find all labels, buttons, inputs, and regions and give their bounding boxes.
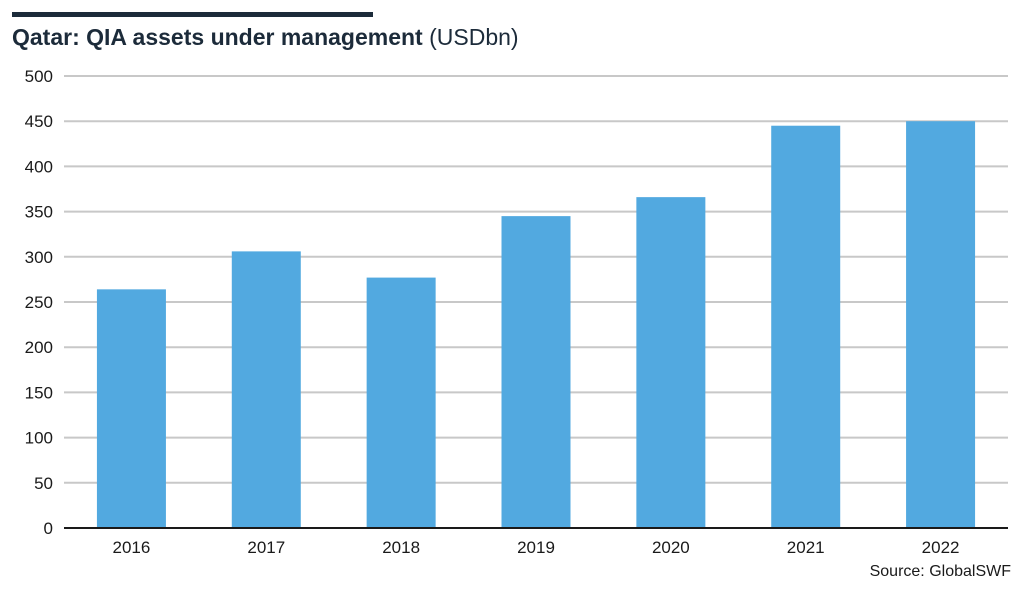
y-tick-label-50: 50 — [34, 474, 53, 493]
y-tick-labels: 0 50 100 150 200 250 300 350 400 450 500 — [25, 67, 53, 538]
x-tick-labels: 2016 2017 2018 2019 2020 2021 2022 — [113, 538, 960, 557]
x-tick-label-2020: 2020 — [652, 538, 690, 557]
x-tick-label-2021: 2021 — [787, 538, 825, 557]
x-tick-label-2017: 2017 — [247, 538, 285, 557]
y-tick-label-350: 350 — [25, 203, 53, 222]
y-tick-label-300: 300 — [25, 248, 53, 267]
bar-2017 — [231, 251, 301, 528]
bar-2021 — [771, 125, 841, 528]
x-tick-label-2018: 2018 — [382, 538, 420, 557]
y-tick-label-500: 500 — [25, 67, 53, 86]
bar-2022 — [906, 121, 976, 528]
bar-2016 — [96, 289, 166, 528]
y-tick-label-200: 200 — [25, 338, 53, 357]
y-tick-label-0: 0 — [44, 519, 53, 538]
chart-title-unit: (USDbn) — [429, 24, 519, 50]
y-tick-label-450: 450 — [25, 112, 53, 131]
bars — [96, 121, 976, 529]
x-tick-label-2016: 2016 — [113, 538, 151, 557]
bar-2020 — [636, 197, 706, 529]
y-tick-label-250: 250 — [25, 293, 53, 312]
chart-title-main: Qatar: QIA assets under management — [12, 24, 423, 50]
y-tick-label-150: 150 — [25, 383, 53, 402]
source-note: Source: GlobalSWF — [869, 563, 1011, 580]
y-tick-label-400: 400 — [25, 157, 53, 176]
bar-2019 — [501, 216, 571, 528]
x-tick-label-2019: 2019 — [517, 538, 555, 557]
y-tick-label-100: 100 — [25, 429, 53, 448]
chart-title: Qatar: QIA assets under management (USDb… — [12, 22, 519, 52]
bar-2018 — [366, 277, 436, 528]
title-rule — [12, 12, 373, 17]
x-tick-label-2022: 2022 — [922, 538, 960, 557]
